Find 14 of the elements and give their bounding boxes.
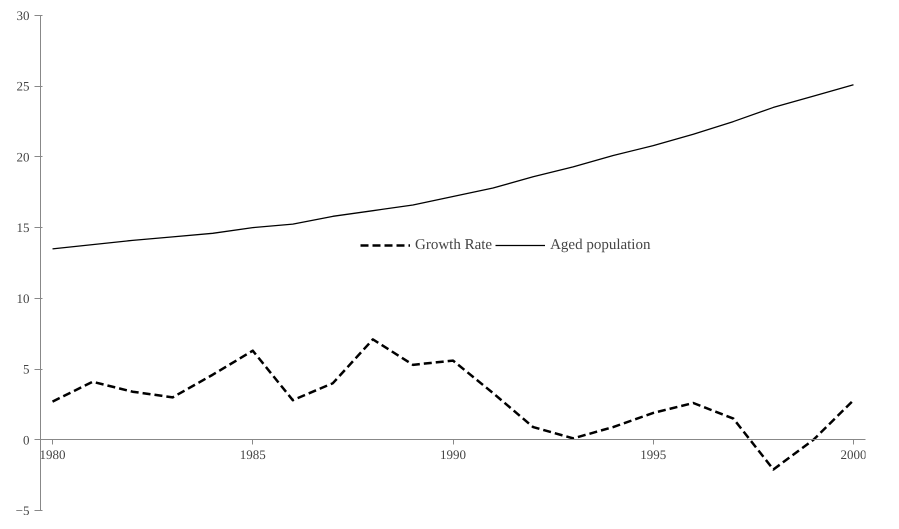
x-tick-label: 1985 [240, 446, 266, 462]
y-tick-label: −5 [16, 503, 30, 518]
y-tick-label: 0 [23, 432, 30, 448]
x-tick-label: 1980 [40, 446, 66, 462]
y-tick-label: 15 [16, 220, 30, 236]
legend-label: Aged population [550, 236, 650, 254]
y-tick-label: 5 [23, 362, 30, 377]
y-tick-label: 30 [16, 8, 30, 23]
y-tick-label: 20 [16, 149, 30, 164]
y-tick-label: 10 [16, 290, 30, 306]
legend-label: Growth Rate [415, 236, 492, 254]
x-tick-label: 1990 [440, 446, 466, 462]
y-tick-label: 25 [16, 78, 30, 94]
x-tick-label: 1995 [640, 446, 666, 462]
